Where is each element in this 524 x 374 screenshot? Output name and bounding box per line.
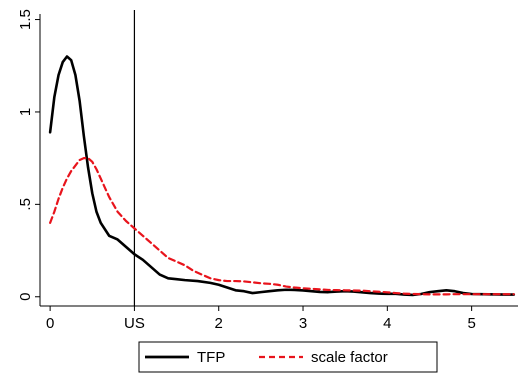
legend: TFP scale factor <box>138 341 438 373</box>
x-tick-label: 3 <box>299 315 307 332</box>
y-tick-label: .5 <box>17 198 34 211</box>
x-tick-label: 2 <box>215 315 223 332</box>
axes: 0 .5 1 1.5 0 US 2 3 4 5 <box>17 9 518 332</box>
series-line-tfp <box>48 55 516 297</box>
plot-area <box>48 10 516 306</box>
y-tick-label: 1.5 <box>17 9 34 30</box>
legend-label-scale-factor: scale factor <box>311 349 388 366</box>
legend-label-tfp: TFP <box>197 349 225 366</box>
x-tick-label: 4 <box>383 315 391 332</box>
y-tick-label: 0 <box>17 293 34 301</box>
y-tick-label: 1 <box>17 108 34 116</box>
x-tick-label: US <box>124 315 145 332</box>
series-line-scale-factor <box>49 157 515 296</box>
x-tick-label: 5 <box>467 315 475 332</box>
x-tick-label: 0 <box>46 315 54 332</box>
